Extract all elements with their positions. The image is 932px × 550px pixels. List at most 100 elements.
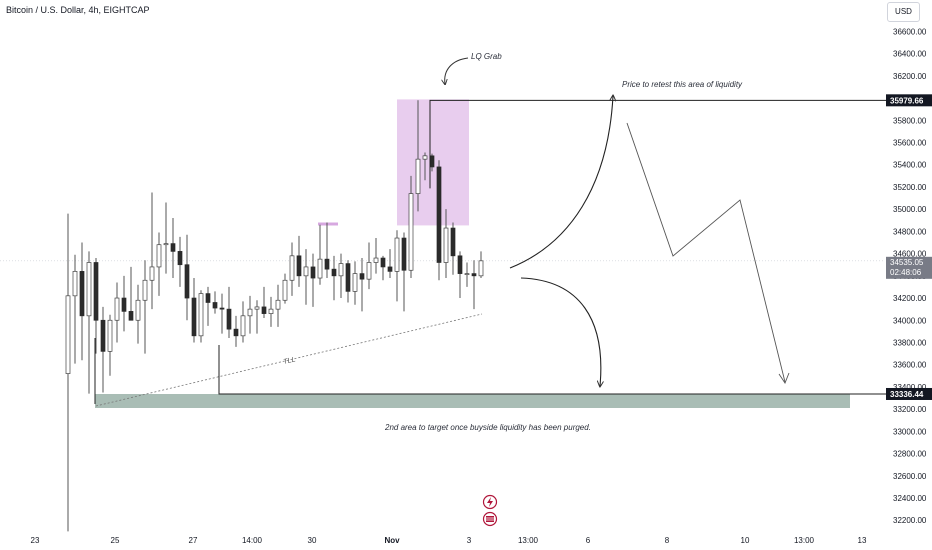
bottom-icons[interactable] — [484, 496, 497, 526]
candle — [115, 282, 119, 342]
candle — [241, 301, 245, 342]
candle-body — [80, 271, 84, 315]
candle-body — [150, 267, 154, 280]
candle — [185, 235, 189, 321]
candle-body — [430, 156, 434, 167]
candle — [346, 260, 350, 302]
candle-body — [402, 238, 406, 270]
time-tick-label: 13:00 — [794, 536, 815, 545]
candle-body — [381, 258, 385, 267]
candle-body — [395, 238, 399, 271]
currency-button[interactable]: USD — [887, 2, 920, 22]
lightning-icon[interactable] — [484, 496, 497, 509]
candle-body — [325, 259, 329, 269]
candle-body — [297, 256, 301, 276]
candle — [234, 316, 238, 347]
candle — [402, 232, 406, 311]
candle — [297, 236, 301, 287]
price-tick-label: 35200.00 — [893, 183, 927, 192]
candle — [304, 249, 308, 305]
retest-arrow — [510, 96, 613, 268]
chart-title: Bitcoin / U.S. Dollar, 4h, EIGHTCAP — [6, 5, 150, 15]
candle-body — [360, 274, 364, 280]
price-tick-label: 34800.00 — [893, 227, 927, 236]
current-price-text: 34535.05 — [890, 258, 924, 267]
candle — [80, 242, 84, 360]
candle — [465, 262, 469, 286]
candle-body — [416, 159, 420, 193]
candle-body — [318, 259, 322, 278]
candle-body — [262, 307, 266, 314]
time-tick-label: 13 — [858, 536, 867, 545]
candle — [206, 287, 210, 326]
current-price-tag: 34535.0502:48:06 — [886, 257, 932, 279]
candle-body — [185, 265, 189, 298]
candle-body — [129, 311, 133, 320]
price-tick-label: 35600.00 — [893, 139, 927, 148]
candle — [199, 290, 203, 342]
candle-body — [472, 274, 476, 276]
candle-body — [255, 307, 259, 309]
candle-body — [269, 309, 273, 313]
flag-icon[interactable] — [484, 513, 497, 526]
candle — [374, 238, 378, 274]
time-tick-label: 23 — [31, 536, 40, 545]
candle-body — [164, 244, 168, 245]
candle — [157, 232, 161, 295]
liquidity-high-line — [430, 100, 886, 188]
candle — [353, 261, 357, 304]
candle-body — [248, 309, 252, 316]
candle-body — [171, 244, 175, 252]
candle-body — [157, 245, 161, 267]
candle — [339, 254, 343, 298]
candle — [269, 297, 273, 327]
price-tick-label: 33800.00 — [893, 338, 927, 347]
candle — [255, 300, 259, 333]
candle — [150, 192, 154, 309]
candle-body — [311, 267, 315, 278]
candle-body — [178, 251, 182, 264]
time-tick-label: 6 — [586, 536, 591, 545]
time-tick-label: 8 — [665, 536, 670, 545]
liquidity-low-tag: 33336.44 — [886, 388, 932, 400]
time-tick-label: 27 — [189, 536, 198, 545]
time-tick-label: 13:00 — [518, 536, 539, 545]
candle-body — [101, 320, 105, 351]
second-target-label: 2nd area to target once buyside liquidit… — [385, 423, 591, 432]
candle — [318, 225, 322, 285]
candle-body — [94, 262, 98, 320]
candle — [108, 315, 112, 376]
candle-body — [332, 269, 336, 276]
candle — [227, 287, 231, 338]
candle — [136, 285, 140, 344]
price-tick-label: 32800.00 — [893, 450, 927, 459]
candle-body — [304, 267, 308, 276]
candle — [388, 249, 392, 278]
price-tick-label: 35400.00 — [893, 161, 927, 170]
time-axis[interactable]: 23 25 27 14:00 30 Nov 3 13:00 6 8 10 13:00 13 — [31, 536, 867, 545]
liquidity-low-tag-text: 33336.44 — [890, 390, 924, 399]
candle-body — [374, 258, 378, 262]
candle — [248, 296, 252, 334]
candle — [171, 218, 175, 278]
liquidity-high-tag: 35979.66 — [886, 94, 932, 106]
zones-layer — [0, 99, 885, 408]
candle-body — [346, 264, 350, 292]
candle-body — [409, 194, 413, 271]
candle-body — [143, 280, 147, 300]
target-zone — [95, 394, 850, 408]
price-tick-label: 34000.00 — [893, 316, 927, 325]
candle-body — [108, 320, 112, 351]
candle — [122, 276, 126, 332]
time-tick-label: 10 — [741, 536, 750, 545]
candle-body — [437, 167, 441, 263]
candle-body — [227, 309, 231, 329]
candle — [325, 222, 329, 278]
candle — [437, 160, 441, 280]
price-tick-label: 32600.00 — [893, 472, 927, 481]
candle — [129, 267, 133, 320]
candle — [73, 255, 77, 364]
candle — [213, 291, 217, 313]
price-tick-label: 35800.00 — [893, 116, 927, 125]
